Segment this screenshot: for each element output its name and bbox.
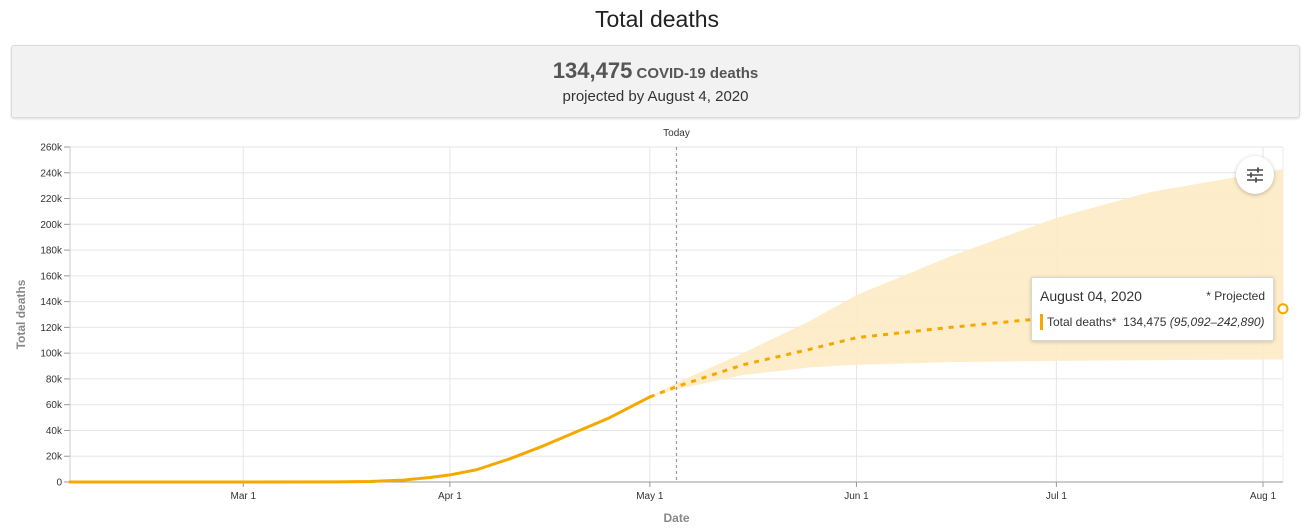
y-tick-label: 200k — [40, 220, 63, 231]
highlight-point-marker — [1277, 303, 1289, 315]
projected-deaths-unit: COVID-19 deaths — [636, 65, 759, 82]
tooltip-date: August 04, 2020 — [1040, 288, 1142, 304]
y-tick-label: 20k — [46, 452, 63, 463]
projected-deaths-number: 134,475 — [552, 58, 633, 83]
y-tick-label: 100k — [40, 349, 63, 360]
y-tick-label: 220k — [40, 194, 63, 205]
x-tick-label: Apr 1 — [438, 491, 462, 502]
sliders-icon — [1247, 167, 1263, 183]
tooltip-projected-note: * Projected — [1206, 289, 1265, 303]
x-tick-label: Aug 1 — [1250, 491, 1277, 502]
tooltip-range: (95,092–242,890) — [1169, 315, 1265, 329]
x-tick-label: May 1 — [636, 491, 664, 502]
tooltip-value: 134,475 — [1123, 315, 1167, 329]
summary-card: 134,475 COVID-19 deaths projected by Aug… — [11, 45, 1300, 118]
y-tick-label: 40k — [46, 426, 63, 437]
chart-tooltip: August 04, 2020 * Projected Total deaths… — [1031, 277, 1274, 341]
y-tick-label: 180k — [40, 246, 63, 257]
summary-subtitle: projected by August 4, 2020 — [562, 88, 749, 105]
tooltip-series-swatch — [1040, 314, 1043, 330]
x-tick-label: Mar 1 — [231, 491, 257, 502]
y-tick-label: 80k — [46, 374, 63, 385]
y-tick-label: 140k — [40, 297, 63, 308]
y-tick-label: 60k — [46, 400, 63, 411]
y-tick-label: 160k — [40, 271, 63, 282]
tooltip-row: Total deaths* 134,475 (95,092–242,890) — [1040, 314, 1265, 330]
tooltip-series-label: Total deaths* — [1047, 315, 1117, 329]
y-axis-title: Total deaths — [14, 279, 28, 349]
y-tick-label: 0 — [56, 478, 62, 489]
today-label: Today — [663, 128, 690, 139]
y-tick-label: 260k — [40, 143, 63, 154]
actual-deaths-line — [68, 395, 652, 484]
chart-settings-button[interactable] — [1236, 156, 1274, 194]
x-tick-label: Jun 1 — [844, 491, 869, 502]
y-tick-label: 240k — [40, 168, 63, 179]
y-tick-label: 120k — [40, 323, 63, 334]
summary-headline: 134,475 COVID-19 deaths — [12, 58, 1299, 84]
x-axis-title: Date — [663, 511, 689, 525]
page-title: Total deaths — [594, 6, 720, 32]
x-tick-label: Jul 1 — [1046, 491, 1068, 502]
